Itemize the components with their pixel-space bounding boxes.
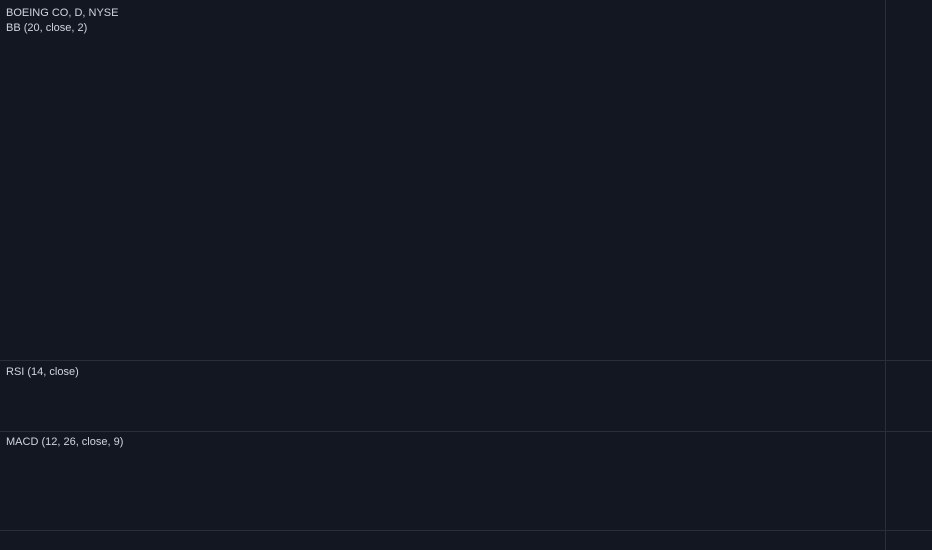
indicator-legend: BB (20, close, 2) bbox=[6, 22, 87, 34]
chart-title: BOEING CO, D, NYSE bbox=[6, 7, 118, 19]
rsi-title: RSI (14, close) bbox=[6, 366, 79, 378]
macd-title: MACD (12, 26, close, 9) bbox=[6, 436, 123, 448]
